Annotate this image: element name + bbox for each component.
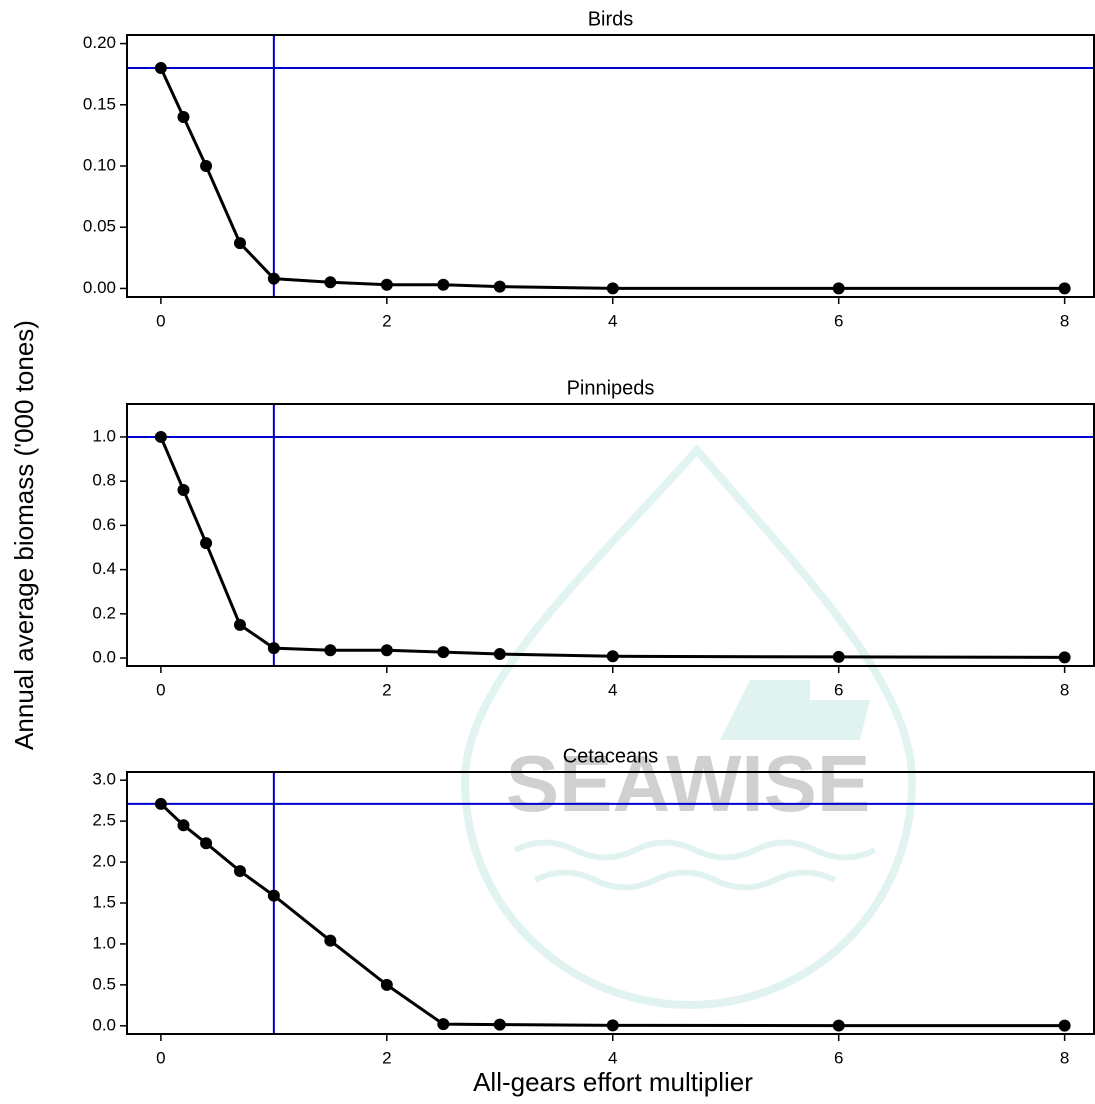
data-point	[380, 278, 393, 291]
data-point	[200, 837, 213, 850]
data-point	[233, 237, 246, 250]
data-point	[1058, 1019, 1071, 1032]
y-tick-label: 0.8	[92, 471, 116, 490]
data-point	[154, 797, 167, 810]
x-tick-label: 6	[834, 680, 843, 699]
x-tick-label: 2	[382, 1048, 391, 1067]
data-point	[437, 1018, 450, 1031]
data-point	[324, 644, 337, 657]
data-point	[177, 484, 190, 497]
x-tick-label: 0	[156, 1048, 165, 1067]
data-point	[493, 1018, 506, 1031]
data-point	[154, 62, 167, 75]
x-tick-label: 8	[1060, 311, 1069, 330]
data-point	[324, 934, 337, 947]
data-point	[1058, 651, 1071, 664]
data-point	[200, 537, 213, 550]
data-point	[493, 280, 506, 293]
panel-title: Cetaceans	[563, 745, 659, 767]
data-point	[380, 978, 393, 991]
data-point	[267, 642, 280, 655]
data-point	[832, 1019, 845, 1032]
data-point	[606, 282, 619, 295]
data-point	[606, 1019, 619, 1032]
data-point	[606, 650, 619, 663]
data-point	[177, 111, 190, 124]
data-point	[200, 160, 213, 172]
data-line	[159, 67, 1065, 290]
y-tick-label: 0.4	[92, 559, 116, 578]
y-tick-label: 0.2	[92, 603, 116, 622]
panel: Birds 0.00 0.05 0.10 0.15 0.20 0 2 4 6 8	[83, 8, 1095, 330]
panel: Pinnipeds 0.0 0.2 0.4 0.6 0.8 1.0 0 2 4 6 8	[92, 377, 1095, 699]
x-axis-label: All-gears effort multiplier	[473, 1067, 753, 1097]
data-point	[493, 648, 506, 661]
watermark-logo	[460, 443, 917, 1010]
data-point	[437, 278, 450, 291]
data-point	[437, 646, 450, 659]
y-tick-label: 1.0	[92, 933, 116, 952]
data-point	[1058, 282, 1071, 295]
x-tick-label: 2	[382, 680, 391, 699]
y-tick-label: 0.05	[83, 217, 116, 236]
y-tick-label: 0.10	[83, 155, 116, 174]
x-tick-label: 0	[156, 311, 165, 330]
data-point	[154, 430, 167, 443]
x-tick-label: 4	[608, 1048, 617, 1067]
data-point	[832, 282, 845, 295]
data-point	[832, 650, 845, 663]
plot-frame	[126, 771, 1095, 1035]
x-tick-label: 8	[1060, 1048, 1069, 1067]
data-point	[324, 276, 337, 289]
y-tick-label: 3.0	[92, 770, 116, 789]
y-tick-label: 0.00	[83, 278, 116, 297]
x-tick-label: 4	[608, 311, 617, 330]
data-point	[233, 865, 246, 878]
data-point	[267, 272, 280, 285]
data-point	[380, 644, 393, 657]
data-line	[159, 436, 1065, 659]
panel-title: Birds	[588, 8, 634, 30]
y-tick-label: 2.5	[92, 811, 116, 830]
y-tick-label: 2.0	[92, 852, 116, 871]
y-tick-label: 1.0	[92, 426, 116, 445]
x-tick-label: 6	[834, 1048, 843, 1067]
x-tick-label: 0	[156, 680, 165, 699]
y-tick-label: 0.0	[92, 1015, 116, 1034]
panel: Cetaceans 0.0 0.5 1.0 1.5 2.0 2.5 3.0 0 2 4 6 8	[92, 745, 1095, 1067]
x-tick-label: 2	[382, 311, 391, 330]
x-tick-label: 6	[834, 311, 843, 330]
x-tick-label: 8	[1060, 680, 1069, 699]
y-tick-label: 0.6	[92, 515, 116, 534]
y-tick-label: 1.5	[92, 892, 116, 911]
plot-frame	[126, 403, 1095, 667]
x-tick-label: 4	[608, 680, 617, 699]
watermark: SEAWISE	[506, 739, 871, 828]
y-tick-label: 0.0	[92, 648, 116, 667]
data-point	[177, 819, 190, 832]
y-axis-label: Annual average biomass ('000 tones)	[9, 320, 39, 750]
data-point	[233, 618, 246, 631]
panel-title: Pinnipeds	[567, 377, 655, 399]
data-point	[267, 889, 280, 902]
y-tick-label: 0.20	[83, 33, 116, 52]
plot-frame	[126, 34, 1095, 298]
y-tick-label: 0.5	[92, 974, 116, 993]
y-tick-label: 0.15	[83, 94, 116, 113]
